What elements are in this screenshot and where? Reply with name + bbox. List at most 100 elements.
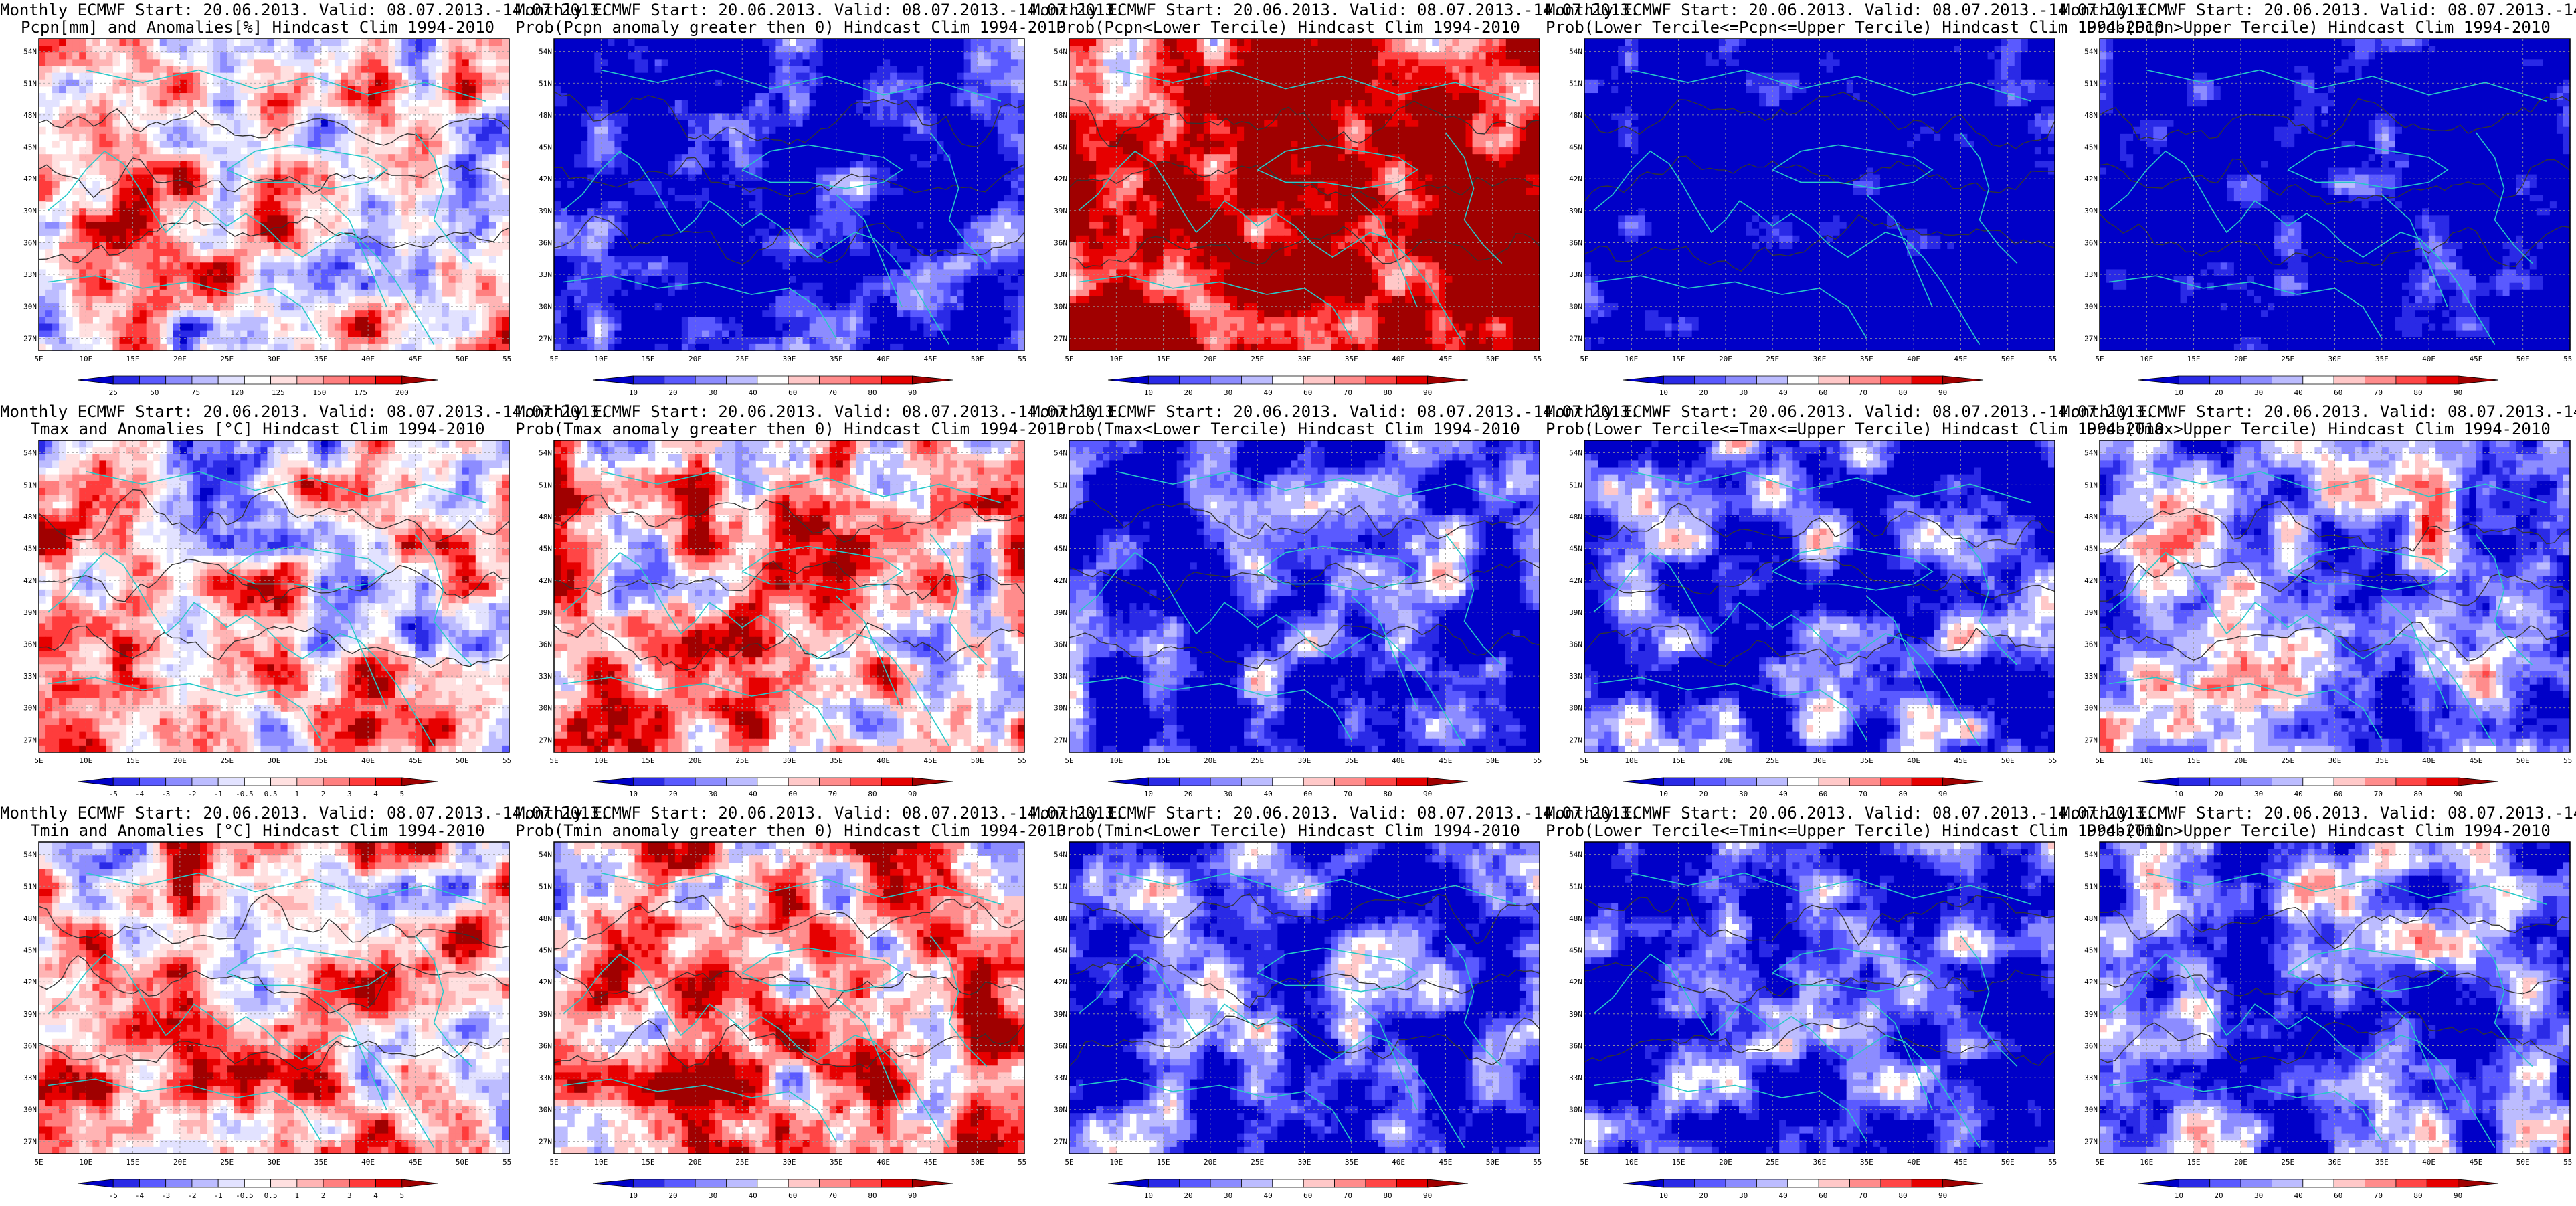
lat-tick-label: 33N <box>539 1073 552 1082</box>
lat-tick-label: 27N <box>1054 736 1067 744</box>
colorbar-swatch <box>2241 1179 2272 1187</box>
colorbar-tick-label: 70 <box>1344 1191 1352 1200</box>
lon-tick-label: 45E <box>1954 355 1967 363</box>
colorbar-swatch <box>1108 1179 1148 1187</box>
colorbar-tick-label: 80 <box>1898 790 1907 798</box>
lon-tick-label: 25E <box>735 756 749 765</box>
colorbar-swatch <box>1788 778 1819 786</box>
lat-tick-label: 30N <box>539 704 552 713</box>
lon-tick-label: 45E <box>1954 756 1967 765</box>
lon-tick-label: 45E <box>1439 355 1452 363</box>
colorbar-tick-label: 40 <box>749 790 757 798</box>
colorbar-swatch <box>1819 778 1849 786</box>
lat-tick-label: 48N <box>1569 513 1582 521</box>
colorbar-swatch <box>323 376 349 384</box>
panel-pcpn-prob-lower: Monthly ECMWF Start: 20.06.2013. Valid: … <box>1030 0 1546 402</box>
lat-tick-label: 30N <box>1054 1106 1067 1114</box>
colorbar-tick-label: 30 <box>1224 1191 1232 1200</box>
lat-tick-label: 36N <box>539 238 552 247</box>
colorbar-swatch <box>166 1179 192 1187</box>
lat-tick-label: 27N <box>1569 334 1582 343</box>
lon-tick-label: 15E <box>126 355 140 363</box>
lat-tick-label: 36N <box>23 238 37 247</box>
colorbar-swatch <box>1912 1179 1942 1187</box>
colorbar-swatch <box>402 1179 438 1187</box>
lon-tick-label: 5E <box>549 756 558 765</box>
colorbar-tick-label: 90 <box>908 790 917 798</box>
colorbar-swatch <box>297 778 323 786</box>
colorbar-tick-label: 80 <box>868 1191 877 1200</box>
colorbar-tick-label: 60 <box>1303 388 1312 397</box>
lat-tick-label: 45N <box>1054 143 1067 152</box>
lat-tick-label: 54N <box>2084 449 2098 458</box>
lon-tick-label: 15E <box>2187 1158 2201 1167</box>
lon-tick-label: 15E <box>126 1158 140 1167</box>
lat-tick-label: 54N <box>1054 48 1067 56</box>
lat-tick-label: 48N <box>2084 111 2098 120</box>
colorbar-swatch <box>1819 1179 1849 1187</box>
colorbar-swatch <box>271 1179 297 1187</box>
lon-tick-label: 50E <box>1486 355 1499 363</box>
colorbar-swatch <box>1210 1179 1241 1187</box>
panel-title-line2: Prob(Tmin<Lower Tercile) Hindcast Clim 1… <box>1030 822 1546 839</box>
colorbar-swatch <box>271 376 297 384</box>
lat-tick-label: 42N <box>1054 175 1067 183</box>
panel-title-line2: Prob(Tmax<Lower Tercile) Hindcast Clim 1… <box>1030 420 1546 438</box>
lon-tick-label: 50E <box>2516 756 2530 765</box>
colorbar-swatch <box>1273 376 1303 384</box>
lat-tick-label: 48N <box>1054 111 1067 120</box>
colorbar-swatch <box>2138 778 2179 786</box>
lon-tick-label: 35E <box>314 355 328 363</box>
colorbar-tick-label: 175 <box>354 388 367 397</box>
colorbar-swatch <box>349 376 375 384</box>
lat-tick-label: 51N <box>2084 882 2098 891</box>
colorbar-tick-label: 40 <box>1264 388 1273 397</box>
lat-tick-label: 33N <box>23 672 37 681</box>
panel-tmin-prob-upper: Monthly ECMWF Start: 20.06.2013. Valid: … <box>2061 803 2576 1205</box>
colorbar-tick-label: -4 <box>135 1191 145 1200</box>
colorbar-tick-label: 10 <box>1659 1191 1668 1200</box>
lon-tick-label: 20E <box>173 756 187 765</box>
lat-tick-label: 30N <box>1569 303 1582 311</box>
colorbar-swatch <box>376 376 402 384</box>
colorbar-swatch <box>323 778 349 786</box>
panel-pcpn-prob-positive: Monthly ECMWF Start: 20.06.2013. Valid: … <box>515 0 1030 402</box>
colorbar-tick-label: 40 <box>1264 1191 1273 1200</box>
lon-tick-label: 45E <box>2469 756 2482 765</box>
colorbar-swatch <box>664 778 695 786</box>
lon-tick-label: 30E <box>1298 355 1311 363</box>
panel-tmax-prob-middle: Monthly ECMWF Start: 20.06.2013. Valid: … <box>1546 402 2061 803</box>
colorbar-tick-label: 40 <box>1779 1191 1788 1200</box>
colorbar-tick-label: 60 <box>1819 790 1827 798</box>
lat-tick-label: 27N <box>1054 334 1067 343</box>
colorbar-tick-label: 60 <box>1819 388 1827 397</box>
colorbar-swatch <box>1108 778 1148 786</box>
colorbar-swatch <box>1881 778 1912 786</box>
lat-tick-label: 54N <box>23 48 37 56</box>
colorbar-swatch <box>376 778 402 786</box>
colorbar-tick-label: 80 <box>2413 1191 2422 1200</box>
colorbar-tick-label: 0.5 <box>264 1191 278 1200</box>
lon-tick-label: 35E <box>2375 756 2389 765</box>
panel-title-line2: Prob(Tmax anomaly greater then 0) Hindca… <box>515 420 1030 438</box>
lon-tick-label: 30E <box>1813 756 1827 765</box>
lon-tick-label: 45E <box>923 756 937 765</box>
lat-tick-label: 39N <box>1569 1010 1582 1019</box>
colorbar-swatch <box>2272 1179 2302 1187</box>
colorbar-tick-label: 10 <box>1659 388 1668 397</box>
lat-tick-label: 51N <box>1569 79 1582 88</box>
colorbar-tick-label: 90 <box>1938 790 1947 798</box>
colorbar-swatch <box>1623 1179 1663 1187</box>
lat-tick-label: 48N <box>23 513 37 521</box>
lat-tick-label: 30N <box>23 303 37 311</box>
lon-tick-label: 15E <box>126 756 140 765</box>
colorbar-swatch <box>218 778 244 786</box>
colorbar-swatch <box>2427 376 2458 384</box>
